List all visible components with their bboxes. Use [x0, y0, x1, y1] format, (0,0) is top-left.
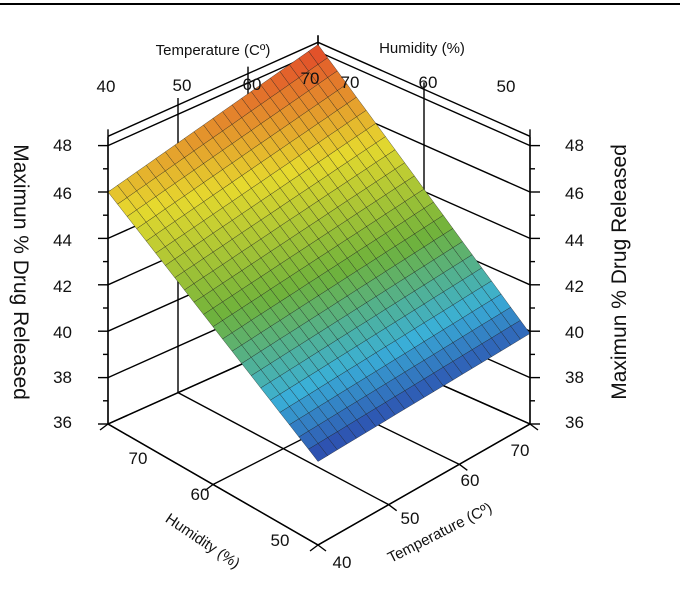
- grid-line: [107, 50, 319, 147]
- tick-bot-temp-40: 40: [333, 553, 352, 572]
- tick-top-hum-60: 60: [419, 73, 438, 92]
- tick-bot-temp-60: 60: [461, 471, 480, 490]
- response-surface: [107, 44, 531, 462]
- tick-zr-44: 44: [565, 231, 584, 250]
- tick-top-hum-70: 70: [341, 73, 360, 92]
- z-axis-title-left: Maximun % Drug Released: [9, 144, 32, 400]
- tick-top-hum-50: 50: [497, 77, 516, 96]
- tick-top-temp-60: 60: [243, 75, 262, 94]
- tick-bot-hum-60: 60: [191, 485, 210, 504]
- humidity-tick: [99, 423, 109, 431]
- top-temperature-label: Temperature (Cº): [156, 42, 271, 59]
- top-humidity-label: Humidity (%): [379, 40, 465, 57]
- tick-bot-hum-50: 50: [271, 531, 290, 550]
- tick-zl-40: 40: [53, 323, 72, 342]
- plot-box-front: [98, 35, 540, 552]
- humidity-tick: [204, 483, 214, 492]
- temperature-tick: [388, 504, 398, 512]
- temperature-tick: [317, 544, 327, 552]
- axis-line: [317, 423, 531, 546]
- tick-bot-temp-70: 70: [511, 441, 530, 460]
- tick-zl-48: 48: [53, 136, 72, 155]
- z-axis-title-right: Maximun % Drug Released: [608, 144, 631, 400]
- tick-zl-44: 44: [53, 231, 72, 250]
- tick-zr-46: 46: [565, 184, 584, 203]
- tick-top-temp-70: 70: [301, 69, 320, 88]
- tick-bot-temp-50: 50: [401, 509, 420, 528]
- tick-zr-38: 38: [565, 368, 584, 387]
- tick-zr-48: 48: [565, 136, 584, 155]
- tick-zr-42: 42: [565, 277, 584, 296]
- grid-line: [107, 41, 319, 137]
- tick-zr-40: 40: [565, 323, 584, 342]
- tick-zl-36: 36: [53, 413, 72, 432]
- tick-zl-42: 42: [53, 277, 72, 296]
- tick-top-temp-50: 50: [173, 76, 192, 95]
- surface-cell: [308, 443, 328, 462]
- tick-zl-38: 38: [53, 368, 72, 387]
- tick-bot-hum-70: 70: [129, 449, 148, 468]
- humidity-tick: [309, 544, 319, 552]
- tick-zl-46: 46: [53, 184, 72, 203]
- temperature-tick: [529, 423, 539, 431]
- grid-line: [317, 41, 531, 137]
- tick-zr-36: 36: [565, 413, 584, 432]
- bottom-humidity-label: Humidity (%): [162, 510, 243, 572]
- temperature-tick: [458, 463, 468, 471]
- tick-top-temp-40: 40: [97, 77, 116, 96]
